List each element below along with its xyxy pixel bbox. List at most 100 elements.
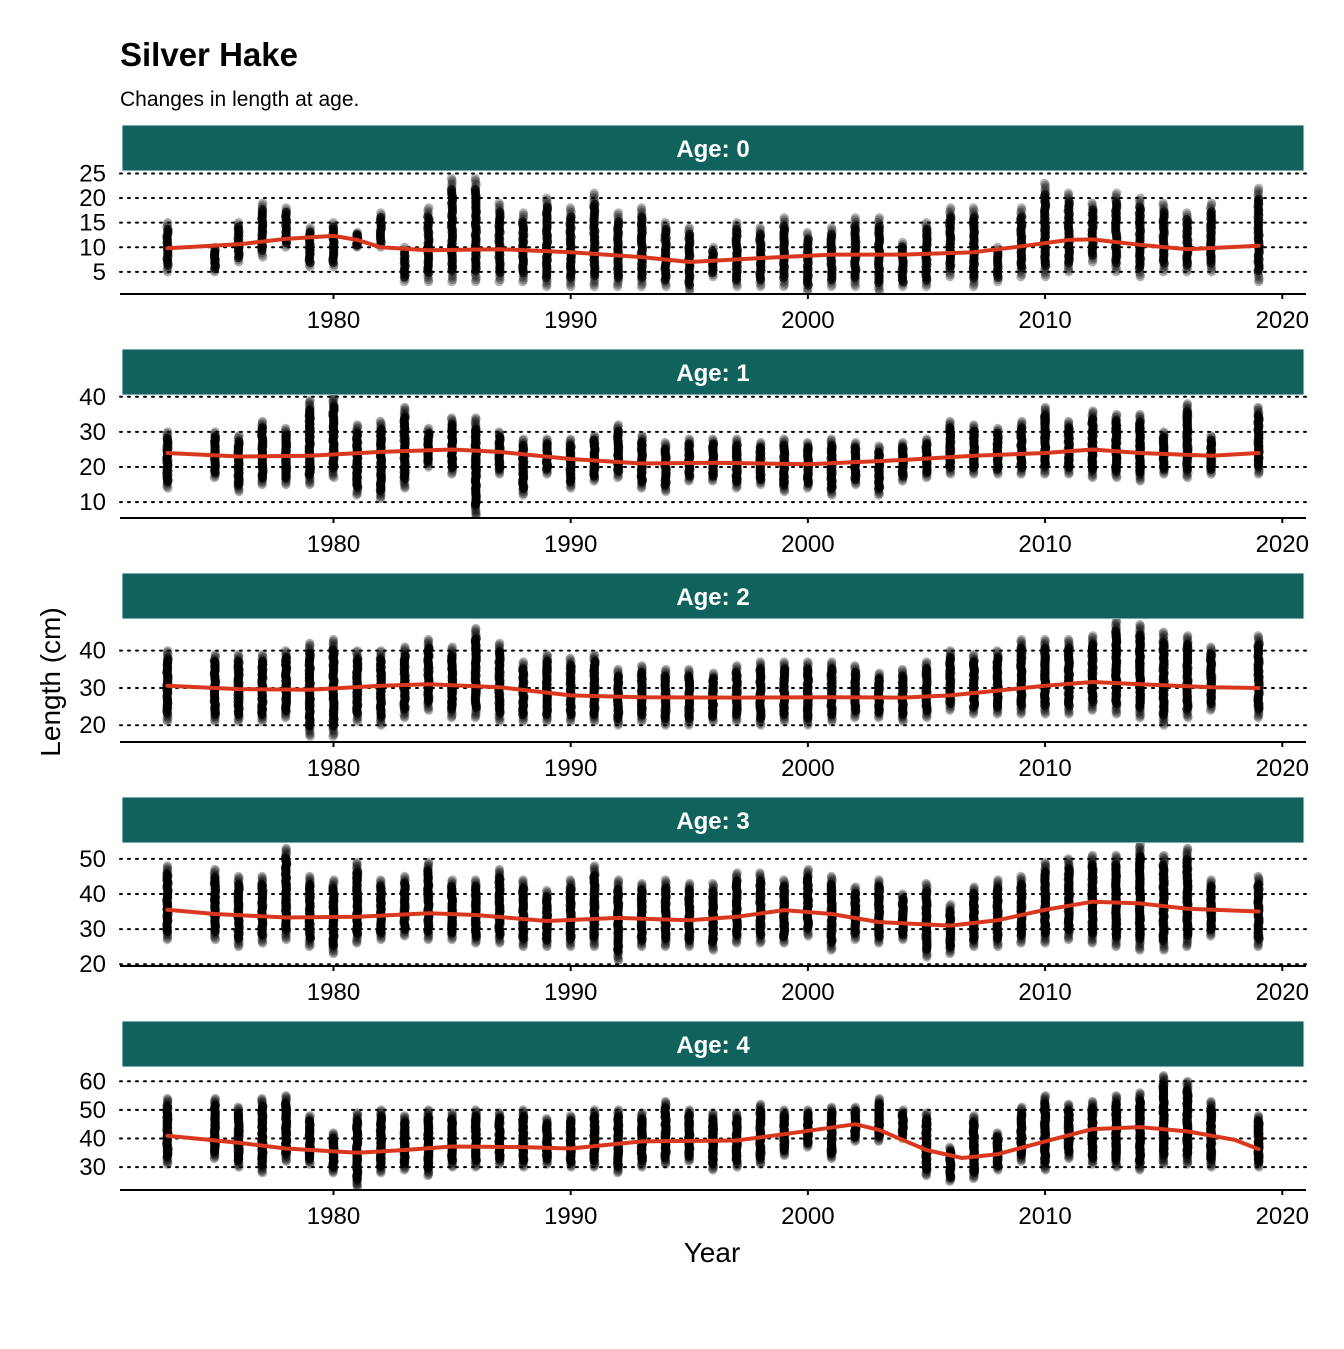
data-point xyxy=(400,642,409,651)
data-point xyxy=(614,420,623,429)
data-point xyxy=(1088,406,1097,415)
data-point xyxy=(1064,417,1073,426)
x-tick-label: 1980 xyxy=(307,307,360,334)
data-point xyxy=(685,223,694,232)
x-tick-label: 2010 xyxy=(1018,307,1071,334)
data-point xyxy=(780,213,789,222)
data-point xyxy=(898,438,907,447)
data-point xyxy=(874,441,883,450)
data-point xyxy=(803,228,812,237)
data-point xyxy=(732,661,741,670)
y-tick-label: 30 xyxy=(79,916,106,943)
data-point xyxy=(519,208,528,217)
data-point xyxy=(447,174,456,183)
y-tick-label: 25 xyxy=(79,160,106,187)
data-point xyxy=(566,203,575,212)
x-tick-label: 2010 xyxy=(1018,755,1071,782)
data-point xyxy=(1206,431,1215,440)
data-point xyxy=(163,218,172,227)
x-tick-label: 1990 xyxy=(544,531,597,558)
data-point xyxy=(875,668,884,677)
data-point xyxy=(850,661,859,670)
point-layer xyxy=(162,174,1263,296)
data-point xyxy=(353,646,362,655)
data-point xyxy=(827,223,836,232)
x-tick-label: 1980 xyxy=(307,755,360,782)
y-tick-label: 40 xyxy=(79,638,106,665)
data-point xyxy=(1064,189,1073,198)
data-point xyxy=(709,668,718,677)
data-point xyxy=(1040,179,1049,188)
data-point xyxy=(258,417,267,426)
data-point xyxy=(1017,417,1026,426)
data-point xyxy=(732,218,741,227)
data-point xyxy=(258,198,267,207)
data-point xyxy=(1135,620,1144,629)
data-point xyxy=(211,427,220,436)
data-point xyxy=(803,657,812,666)
data-point xyxy=(708,434,717,443)
data-point xyxy=(1254,403,1263,412)
data-point xyxy=(1183,631,1192,640)
data-point xyxy=(684,434,693,443)
data-point xyxy=(329,635,338,644)
data-point xyxy=(447,413,456,422)
data-point xyxy=(329,218,338,227)
chart-subtitle: Changes in length at age. xyxy=(120,88,359,111)
data-point xyxy=(922,657,931,666)
data-point xyxy=(827,434,836,443)
data-point xyxy=(471,624,480,633)
y-tick-label: 10 xyxy=(79,234,106,261)
data-point xyxy=(519,434,528,443)
x-tick-label: 2000 xyxy=(781,307,834,334)
data-point xyxy=(1159,427,1168,436)
data-point xyxy=(1040,635,1049,644)
data-point xyxy=(1112,189,1121,198)
data-point xyxy=(827,657,836,666)
y-tick-label: 15 xyxy=(79,210,106,237)
x-tick-label: 2010 xyxy=(1018,531,1071,558)
data-point xyxy=(946,646,955,655)
data-point xyxy=(898,665,907,674)
data-point xyxy=(210,865,219,874)
y-tick-label: 30 xyxy=(79,675,106,702)
data-point xyxy=(992,646,1001,655)
y-axis-title: Length (cm) xyxy=(35,607,66,756)
data-point xyxy=(756,438,765,447)
data-point xyxy=(1254,184,1263,193)
data-point xyxy=(281,424,290,433)
data-point xyxy=(1254,631,1263,640)
data-point xyxy=(566,654,575,663)
data-point xyxy=(305,639,314,648)
data-point xyxy=(875,213,884,222)
data-point xyxy=(945,417,954,426)
y-tick-label: 30 xyxy=(79,419,106,446)
data-point xyxy=(495,639,504,648)
data-point xyxy=(638,431,647,440)
data-point xyxy=(424,424,433,433)
data-point xyxy=(756,657,765,666)
data-point xyxy=(282,203,291,212)
x-tick-label: 2020 xyxy=(1256,755,1309,782)
facet-label: Age: 2 xyxy=(676,584,749,611)
x-axis-title: Year xyxy=(684,1237,741,1268)
data-point xyxy=(471,413,480,422)
data-point xyxy=(1183,399,1192,408)
data-point xyxy=(424,635,433,644)
y-tick-label: 40 xyxy=(79,384,106,411)
data-point xyxy=(756,223,765,232)
data-point xyxy=(542,434,551,443)
data-point xyxy=(377,646,386,655)
x-tick-label: 1990 xyxy=(544,307,597,334)
data-point xyxy=(494,198,503,207)
data-point xyxy=(709,243,718,252)
data-point xyxy=(779,434,788,443)
data-point xyxy=(732,434,741,443)
data-point xyxy=(163,861,172,870)
data-point xyxy=(1182,208,1191,217)
data-point xyxy=(1112,410,1121,419)
